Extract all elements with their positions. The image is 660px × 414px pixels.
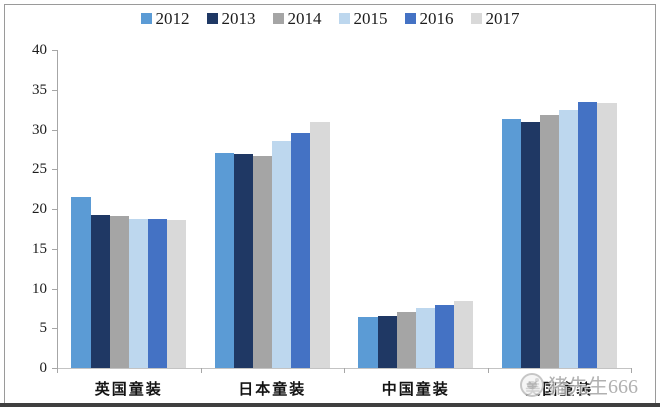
x-axis-tick: [57, 368, 58, 373]
y-axis-tick-label: 15: [32, 240, 47, 257]
bar-2012-中国童装: [358, 317, 378, 368]
y-axis-tick: [52, 288, 57, 290]
legend-label: 2016: [419, 9, 454, 28]
y-axis-tick-label: 25: [32, 161, 47, 178]
y-axis-tick: [52, 50, 57, 51]
legend-item-2012: 2012: [140, 9, 190, 28]
legend-item-2017: 2017: [470, 9, 520, 28]
legend-swatch-icon: [470, 13, 482, 24]
watermark-logo-icon: [520, 372, 544, 397]
y-axis-tick-label: 30: [32, 121, 47, 138]
bar-2013-英国童装: [90, 215, 110, 368]
legend-swatch-icon: [140, 13, 152, 24]
bar-2017-中国童装: [453, 301, 474, 368]
bottom-divider: [0, 403, 660, 407]
bar-2012-美国童装: [501, 119, 522, 368]
x-axis-tick: [344, 368, 345, 373]
bar-2017-美国童装: [597, 103, 617, 368]
y-axis-tick-label: 10: [32, 280, 47, 297]
legend-swatch-icon: [272, 13, 284, 24]
legend-item-2013: 2013: [206, 9, 256, 28]
legend-swatch-icon: [338, 13, 350, 24]
category-label: 中国童装: [381, 382, 450, 398]
bar-2014-日本童装: [253, 155, 273, 368]
y-axis-line: [57, 50, 58, 368]
bar-2015-美国童装: [559, 109, 579, 368]
bar-2013-美国童装: [521, 122, 541, 368]
bar-2016-美国童装: [578, 102, 598, 368]
bar-2017-英国童装: [166, 220, 187, 368]
bar-2015-中国童装: [415, 308, 435, 368]
bar-2015-英国童装: [128, 219, 148, 368]
x-axis-tick: [631, 368, 632, 373]
chart-legend: 2012 2013 2014 2015 2016 2017: [0, 10, 660, 27]
legend-label: 2013: [221, 9, 256, 28]
bar-2013-中国童装: [377, 315, 397, 368]
category-label: 日本童装: [238, 382, 307, 398]
y-axis-tick-label: 5: [39, 320, 48, 337]
bar-2015-日本童装: [272, 141, 292, 368]
y-axis-tick: [52, 368, 57, 369]
bar-2014-英国童装: [109, 216, 129, 368]
y-axis-tick-label: 0: [39, 360, 48, 376]
y-axis-tick-label: 40: [32, 42, 47, 58]
bar-2016-英国童装: [147, 219, 167, 368]
legend-item-2016: 2016: [404, 9, 454, 28]
bar-2014-美国童装: [540, 115, 560, 368]
y-axis-tick: [52, 328, 57, 330]
legend-item-2014: 2014: [272, 9, 322, 28]
watermark-text: 猪先生666: [548, 376, 638, 398]
legend-label: 2015: [353, 9, 388, 28]
bar-2017-日本童装: [310, 122, 330, 368]
legend-label: 2014: [287, 9, 322, 28]
y-axis-tick: [52, 248, 57, 250]
legend-swatch-icon: [404, 13, 416, 24]
bar-2014-中国童装: [396, 312, 416, 368]
legend-label: 2017: [485, 9, 520, 28]
y-axis-tick: [52, 129, 57, 131]
watermark: 猪先生666: [520, 370, 638, 399]
x-axis-tick: [487, 368, 489, 373]
bar-2013-日本童装: [234, 154, 254, 368]
x-axis-tick: [200, 368, 202, 373]
y-axis-tick: [52, 169, 57, 171]
y-axis-tick-label: 20: [32, 201, 47, 217]
y-axis-tick: [52, 209, 57, 210]
y-axis-tick: [52, 89, 57, 91]
legend-swatch-icon: [206, 13, 218, 24]
bar-2012-英国童装: [71, 197, 91, 368]
bar-2012-日本童装: [214, 152, 235, 368]
legend-item-2015: 2015: [338, 9, 388, 28]
category-label: 英国童装: [94, 382, 163, 398]
y-axis-tick-label: 35: [32, 81, 47, 98]
bar-2016-中国童装: [434, 305, 454, 368]
bar-2016-日本童装: [291, 133, 311, 368]
legend-label: 2012: [155, 9, 190, 28]
